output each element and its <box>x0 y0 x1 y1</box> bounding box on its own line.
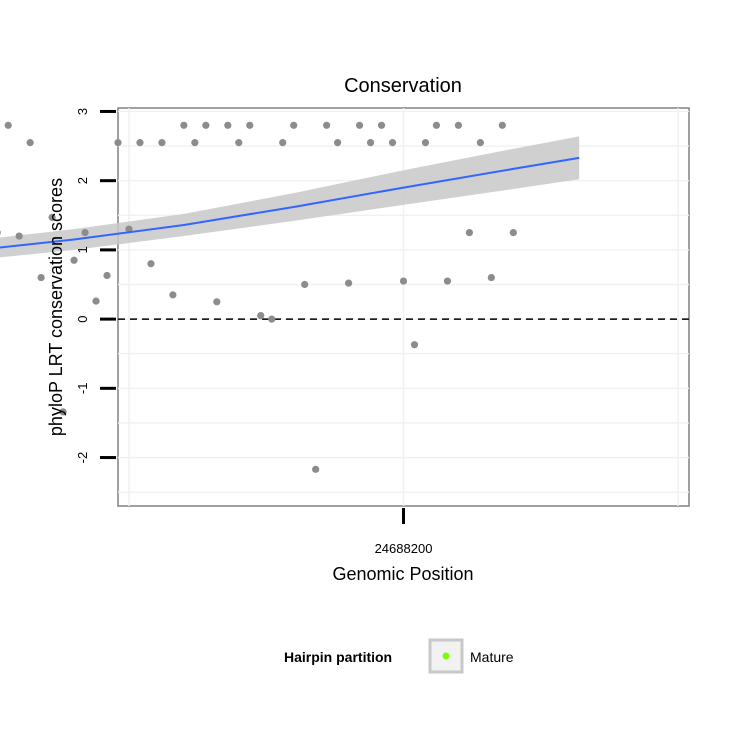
other-point <box>114 139 122 147</box>
legend-label-mature: Mature <box>470 649 514 665</box>
points-layer <box>0 121 517 473</box>
y-axis-title: phyloP LRT conservation scores <box>46 178 66 436</box>
other-point <box>37 273 45 282</box>
confidence-band-layer <box>0 136 580 258</box>
other-point <box>366 139 375 147</box>
other-point <box>92 297 100 305</box>
other-point <box>125 225 133 233</box>
other-point <box>235 139 243 147</box>
other-point <box>509 228 517 237</box>
y-tick-label: 0 <box>75 315 90 322</box>
other-point <box>301 280 309 289</box>
other-point <box>136 139 144 147</box>
other-point <box>290 121 298 129</box>
legend: Hairpin partition Mature <box>284 638 514 674</box>
smooth-line <box>0 156 580 249</box>
other-point <box>246 121 254 129</box>
other-point <box>202 121 210 129</box>
x-axis: 2468840024688350246883002468825024688200 <box>375 508 433 556</box>
legend-title: Hairpin partition <box>284 649 392 665</box>
other-point <box>158 139 166 147</box>
other-point <box>388 139 397 147</box>
other-point <box>257 312 265 320</box>
y-axis: -2 -1 0 1 2 3 <box>75 108 116 463</box>
smooth-line-layer <box>0 156 580 249</box>
other-point <box>103 271 111 280</box>
other-point <box>180 121 188 129</box>
other-point <box>81 228 89 237</box>
x-tick-label: 24688200 <box>375 541 433 556</box>
other-point <box>147 260 155 268</box>
y-tick-label: -1 <box>75 383 90 395</box>
other-point <box>26 139 34 147</box>
other-point <box>70 256 78 264</box>
y-tick-label: 3 <box>75 108 90 115</box>
other-point <box>421 139 430 147</box>
other-point <box>399 277 408 285</box>
chart-title: Conservation <box>344 75 462 97</box>
other-point <box>410 341 419 349</box>
other-point <box>191 139 199 147</box>
other-point <box>4 121 12 129</box>
other-point <box>279 139 287 147</box>
other-point <box>213 298 221 306</box>
y-tick-label: 2 <box>75 177 90 184</box>
other-point <box>487 273 495 282</box>
y-tick-label: -2 <box>75 452 90 464</box>
other-point <box>465 228 473 237</box>
other-point <box>224 121 232 129</box>
other-point <box>454 121 463 129</box>
other-point <box>59 408 67 416</box>
other-point <box>355 121 364 129</box>
y-tick-label: 1 <box>75 246 90 253</box>
other-point <box>334 139 342 147</box>
other-point <box>498 121 506 129</box>
other-point <box>15 232 23 240</box>
other-point <box>432 121 441 129</box>
x-axis-title: Genomic Position <box>332 564 473 584</box>
legend-key-mature <box>442 652 450 660</box>
other-point <box>476 139 484 147</box>
other-point <box>323 121 331 129</box>
other-point <box>344 279 353 287</box>
other-point <box>0 230 1 235</box>
other-point <box>377 121 386 129</box>
other-point <box>169 291 177 299</box>
other-point <box>48 213 56 221</box>
other-point <box>443 277 452 285</box>
confidence-band <box>0 136 580 258</box>
other-point <box>268 315 276 323</box>
other-point <box>312 465 320 473</box>
